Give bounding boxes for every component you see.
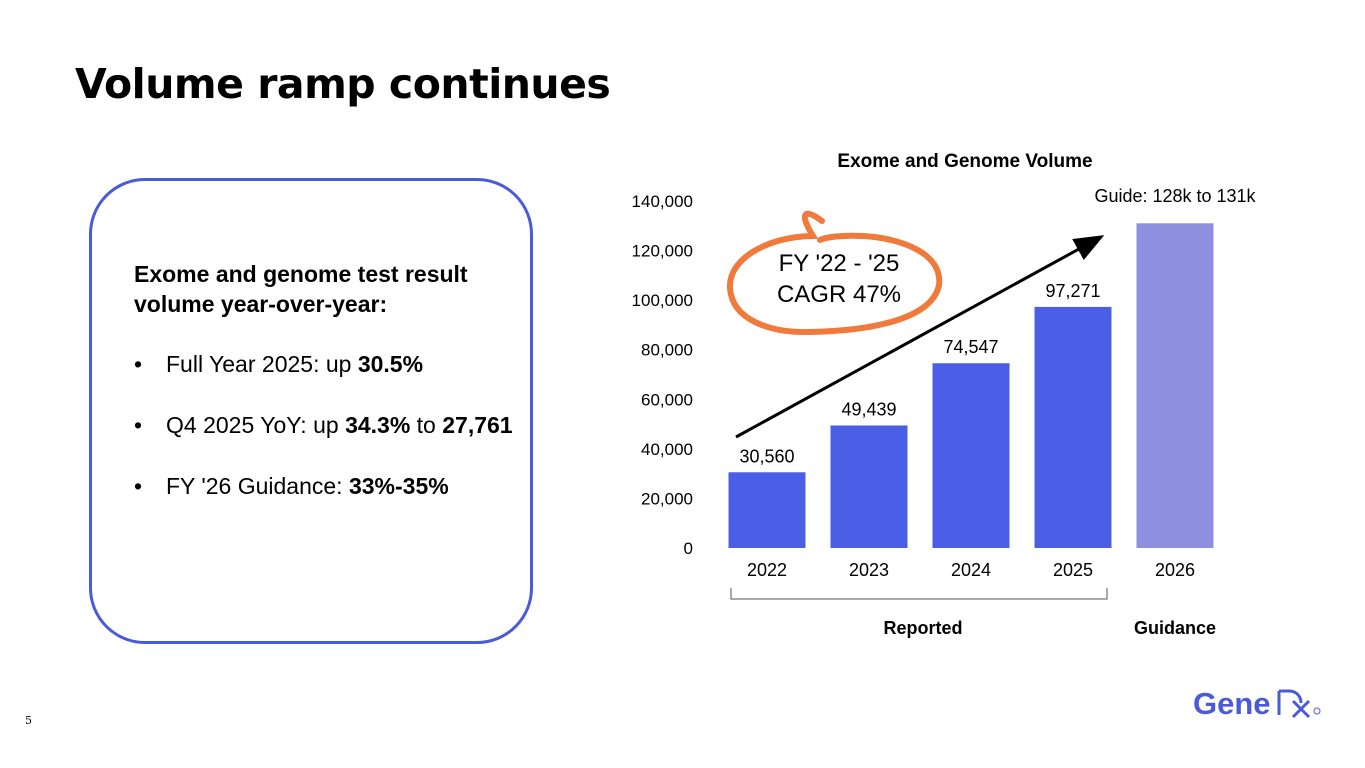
- cagr-circle: [727, 210, 943, 336]
- y-tick-label: 20,000: [641, 489, 693, 508]
- callout-bullet-list: • Full Year 2025: up 30.5% • Q4 2025 YoY: …: [134, 349, 514, 532]
- volume-bar-chart: Exome and Genome Volume 0 20,000 40,000 60,…: [600, 140, 1300, 650]
- bullet-marker: •: [134, 473, 143, 499]
- reported-group-label: Reported: [883, 618, 962, 638]
- bars-group: [728, 223, 1214, 549]
- data-labels-group: 30,560 49,439 74,547 97,271: [739, 281, 1100, 466]
- bar-2025: [1034, 306, 1112, 548]
- chart-svg: Exome and Genome Volume 0 20,000 40,000 60,…: [632, 151, 1257, 638]
- guidance-group-label: Guidance: [1134, 618, 1216, 638]
- bullet-connector: to: [410, 412, 443, 438]
- cagr-label-line2: CAGR 47%: [777, 281, 901, 308]
- y-tick-label: 0: [684, 539, 693, 558]
- bullet-value: 30.5%: [357, 351, 424, 377]
- guidance-range-label: Guide: 128k to 131k: [1094, 186, 1256, 206]
- reported-bracket: [730, 588, 1108, 600]
- trend-arrow: [735, 235, 1105, 439]
- bullet-text: Full Year 2025: up: [166, 351, 358, 377]
- bullet-full-year: • Full Year 2025: up 30.5%: [134, 349, 514, 379]
- page-number: 5: [25, 714, 32, 727]
- bullet-value: 34.3%: [345, 412, 411, 438]
- svg-text:Gene: Gene: [1193, 686, 1271, 721]
- bullet-value-secondary: 27,761: [442, 412, 513, 438]
- y-tick-label: 60,000: [641, 390, 693, 409]
- page-title: Volume ramp continues: [75, 60, 611, 108]
- cagr-annotation: FY '22 - '25 CAGR 47%: [727, 210, 943, 336]
- y-axis-tick-labels: 0 20,000 40,000 60,000 80,000 100,000 120,000 1…: [632, 192, 693, 558]
- bullet-q4-yoy: • Q4 2025 YoY: up 34.3% to 27,761: [134, 410, 514, 440]
- bullet-guidance: • FY '26 Guidance: 33%-35%: [134, 471, 514, 501]
- y-tick-label: 100,000: [632, 291, 693, 310]
- callout-heading: Exome and genome test result volume year…: [134, 261, 468, 317]
- bar-2026: [1136, 223, 1214, 549]
- data-label-2023: 49,439: [841, 399, 896, 419]
- bullet-text: Q4 2025 YoY: up: [166, 412, 346, 438]
- x-tick-label: 2023: [849, 560, 889, 580]
- data-label-2022: 30,560: [739, 446, 794, 466]
- bar-2023: [830, 425, 908, 548]
- bullet-marker: •: [134, 412, 143, 438]
- summary-callout-box: Exome and genome test result volume year…: [89, 178, 533, 644]
- bullet-value: 33%-35%: [348, 473, 449, 499]
- y-tick-label: 80,000: [641, 341, 693, 360]
- genedx-logo: Gene: [1193, 686, 1321, 721]
- chart-title: Exome and Genome Volume: [837, 151, 1092, 172]
- bar-2024: [932, 363, 1010, 548]
- y-tick-label: 40,000: [641, 440, 693, 459]
- x-axis-tick-labels: 2022 2023 2024 2025 2026: [747, 560, 1195, 580]
- data-label-2025: 97,271: [1045, 281, 1100, 301]
- x-tick-label: 2025: [1053, 560, 1093, 580]
- x-tick-label: 2024: [951, 560, 991, 580]
- y-tick-label: 120,000: [632, 242, 693, 261]
- cagr-label-line1: FY '22 - '25: [779, 250, 900, 277]
- bullet-text: FY '26 Guidance:: [166, 473, 349, 499]
- bar-2022: [728, 472, 806, 548]
- bullet-marker: •: [134, 351, 143, 377]
- x-tick-label: 2022: [747, 560, 787, 580]
- y-tick-label: 140,000: [632, 192, 693, 211]
- data-label-2024: 74,547: [943, 337, 998, 357]
- x-tick-label: 2026: [1155, 560, 1195, 580]
